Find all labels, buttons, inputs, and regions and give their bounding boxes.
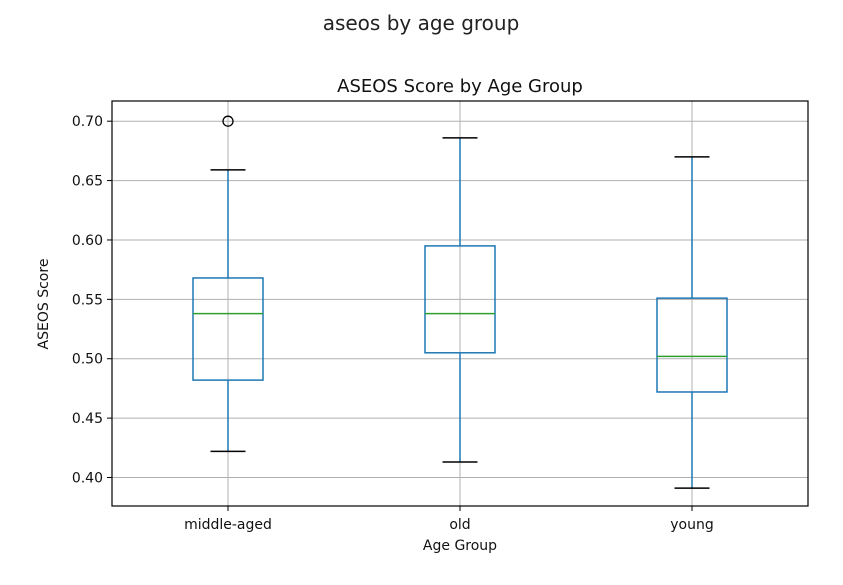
x-tick-label: young	[670, 517, 713, 533]
box-iqr	[192, 277, 264, 381]
y-tick-label: 0.50	[72, 352, 103, 368]
box-plots	[192, 115, 728, 489]
y-tick-label: 0.60	[72, 233, 103, 249]
box-group-old	[424, 137, 496, 463]
chart-title: ASEOS Score by Age Group	[337, 76, 583, 97]
x-tick-label: middle-aged	[184, 517, 272, 533]
y-tick-label: 0.65	[72, 174, 103, 190]
y-tick-label: 0.55	[72, 292, 103, 308]
figure-suptitle: aseos by age group	[323, 11, 520, 35]
outlier-point	[222, 115, 234, 127]
y-axis-label: ASEOS Score	[36, 259, 52, 350]
box-iqr	[656, 297, 728, 393]
y-tick-label: 0.45	[72, 411, 103, 427]
y-tick-label: 0.40	[72, 470, 103, 486]
x-tick-label: old	[449, 517, 470, 533]
axis-ticks: 0.40 0.45 0.50 0.55 0.60 0.65 0.70 middle-aged o…	[72, 114, 714, 533]
box-group-middle-aged	[192, 115, 264, 453]
box-group-young	[656, 156, 728, 489]
box-iqr	[424, 245, 496, 354]
y-tick-label: 0.70	[72, 114, 103, 130]
x-axis-label: Age Group	[423, 538, 497, 554]
